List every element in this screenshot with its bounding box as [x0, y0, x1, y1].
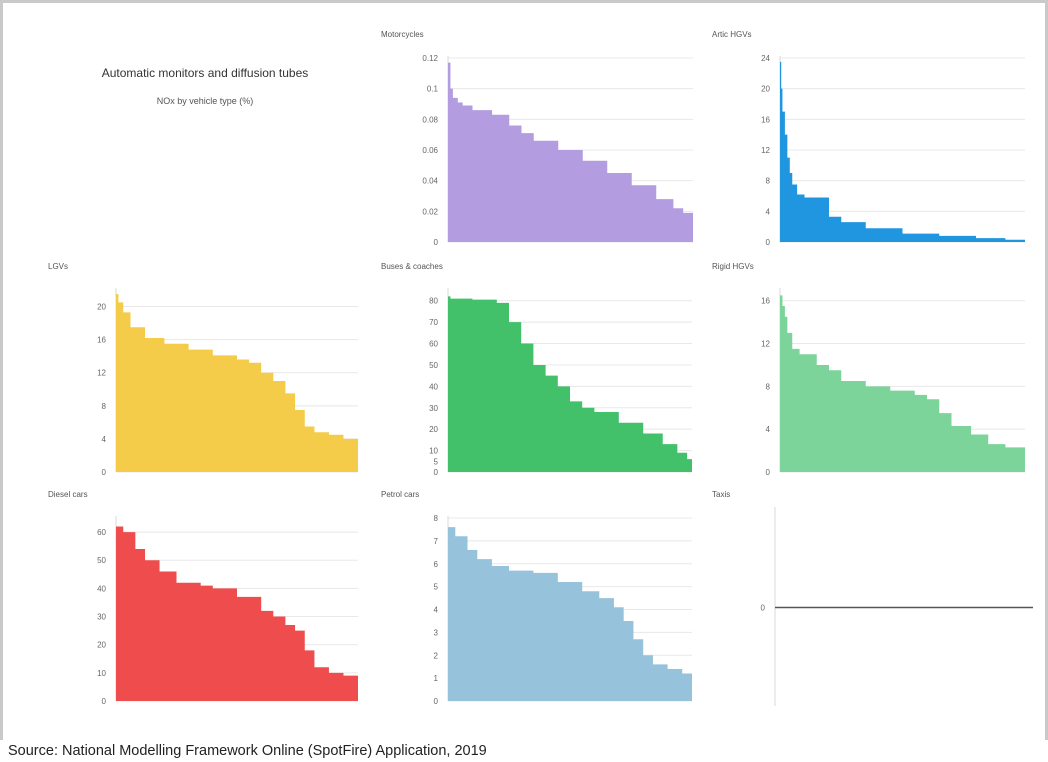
- y-tick-label: 8: [766, 382, 771, 391]
- chart-panel: Artic HGVs 0 4 8 12 16 20 24: [712, 30, 1025, 247]
- panel-title: Petrol cars: [381, 490, 419, 499]
- y-tick-label: 30: [429, 404, 438, 413]
- y-tick-label: 5: [434, 583, 439, 592]
- y-tick-label: 4: [434, 606, 439, 615]
- panel-title: Diesel cars: [48, 490, 88, 499]
- y-tick-label: 0: [766, 468, 771, 477]
- y-tick-label: 1: [434, 674, 439, 683]
- y-tick-label: 40: [429, 382, 438, 391]
- source-caption: Source: National Modelling Framework Onl…: [8, 743, 487, 759]
- y-tick-label: 20: [97, 641, 106, 650]
- y-tick-label: 4: [766, 207, 771, 216]
- panel-title: Artic HGVs: [712, 30, 752, 39]
- y-tick-label: 50: [97, 556, 106, 565]
- y-tick-label: 8: [766, 177, 771, 186]
- y-tick-label: 2: [434, 651, 439, 660]
- y-tick-label: 70: [429, 318, 438, 327]
- y-tick-label: 16: [97, 336, 106, 345]
- area-series: [780, 295, 1025, 472]
- chart-panel: Taxis 0: [712, 490, 1033, 706]
- y-tick-label: 0: [434, 238, 439, 247]
- y-tick-label: 20: [97, 303, 106, 312]
- y-tick-label: 0: [102, 697, 107, 706]
- y-tick-label: 10: [429, 447, 438, 456]
- y-tick-label: 80: [429, 297, 438, 306]
- y-tick-label: 20: [761, 85, 770, 94]
- y-tick-label: 60: [429, 340, 438, 349]
- chart-panel: LGVs 0 4 8 12 16 20: [48, 262, 358, 477]
- figure-subtitle: NOx by vehicle type (%): [156, 96, 254, 106]
- y-tick-label: 12: [761, 146, 770, 155]
- y-tick-label: 6: [434, 560, 439, 569]
- y-tick-label: 0: [761, 604, 766, 613]
- area-series: [448, 527, 692, 701]
- area-series: [448, 296, 692, 472]
- panel-title: Taxis: [712, 490, 730, 499]
- y-tick-label: 0: [766, 238, 771, 247]
- area-series: [780, 61, 1025, 243]
- y-tick-label: 16: [761, 115, 770, 124]
- area-series: [448, 62, 693, 242]
- panel-title: LGVs: [48, 262, 68, 271]
- y-tick-label: 0.12: [422, 54, 438, 63]
- y-tick-label: 8: [434, 514, 439, 523]
- y-tick-label: 30: [97, 613, 106, 622]
- y-tick-label: 0.04: [422, 177, 438, 186]
- y-tick-label: 12: [97, 369, 106, 378]
- y-tick-label: 16: [761, 297, 770, 306]
- small-multiples-charts: Motorcycles 0 0.02 0.04 0.06 0.08 0.1 0.12 Artic…: [48, 30, 1033, 706]
- y-tick-label: 7: [434, 537, 439, 546]
- y-tick-label: 0: [434, 468, 439, 477]
- y-tick-label: 50: [429, 361, 438, 370]
- area-series: [116, 526, 358, 701]
- y-tick-label: 0.06: [422, 146, 438, 155]
- y-tick-label: 24: [761, 54, 770, 63]
- y-tick-label: 0: [434, 697, 439, 706]
- chart-panel: Petrol cars 0 1 2 3 4 5 6 7 8: [381, 490, 692, 706]
- panel-title: Rigid HGVs: [712, 262, 754, 271]
- y-tick-label: 20: [429, 425, 438, 434]
- chart-panel: Motorcycles 0 0.02 0.04 0.06 0.08 0.1 0.12: [381, 30, 693, 247]
- y-tick-label: 40: [97, 584, 106, 593]
- y-tick-label: 3: [434, 628, 439, 637]
- chart-panel: Diesel cars 0 10 20 30 40 50 60: [48, 490, 358, 706]
- y-tick-label: 0: [102, 468, 107, 477]
- y-tick-label: 4: [766, 425, 771, 434]
- panel-title: Motorcycles: [381, 30, 424, 39]
- chart-panel: Rigid HGVs 0 4 8 12 16: [712, 262, 1025, 477]
- y-tick-label: 0.1: [427, 85, 439, 94]
- y-tick-label: 4: [102, 435, 107, 444]
- chart-panel: Buses & coaches 0 510 20 30 40 50 60 70 80: [381, 262, 692, 477]
- y-tick-label: 0.08: [422, 115, 438, 124]
- figure-title: Automatic monitors and diffusion tubes: [101, 66, 309, 80]
- y-tick-label: 60: [97, 528, 106, 537]
- y-tick-label: 12: [761, 340, 770, 349]
- y-tick-label: 5: [434, 457, 439, 466]
- y-tick-label: 0.02: [422, 207, 438, 216]
- area-series: [116, 294, 358, 472]
- y-tick-label: 8: [102, 402, 107, 411]
- y-tick-label: 10: [97, 669, 106, 678]
- panel-title: Buses & coaches: [381, 262, 443, 271]
